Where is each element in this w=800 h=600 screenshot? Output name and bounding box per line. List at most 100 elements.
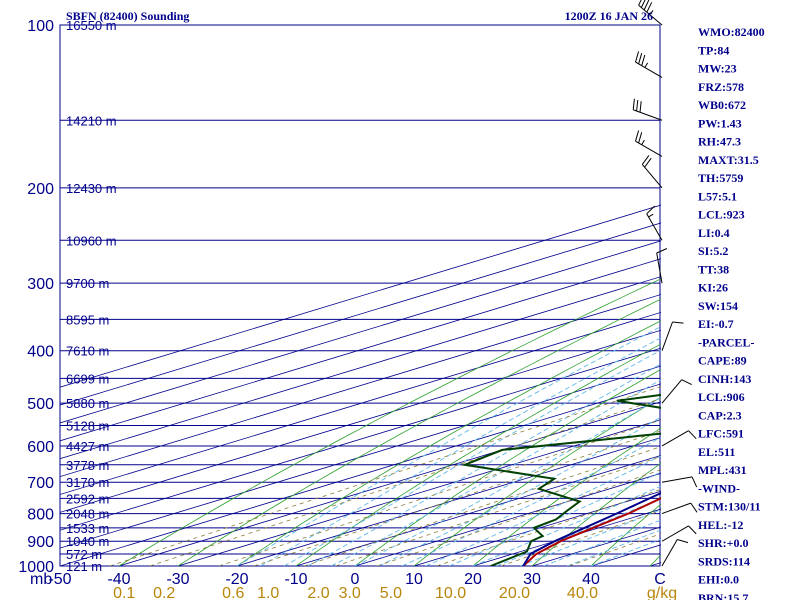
- index-value: EL:511: [698, 445, 735, 459]
- height-label: 2048 m: [66, 507, 109, 522]
- dry-adiabat: [531, 462, 661, 566]
- isotherm-line: [60, 258, 661, 442]
- moist-adiabat: [425, 455, 661, 566]
- height-label: 572 m: [66, 547, 102, 562]
- index-value: EHI:0.0: [698, 573, 739, 587]
- temperature-tick-label: -20: [225, 571, 248, 588]
- moist-adiabat: [543, 519, 661, 566]
- dewpoint-point: [533, 527, 535, 529]
- wind-barb-half: [641, 139, 645, 146]
- wind-barb-flag: [688, 525, 697, 535]
- dewpoint-point: [490, 565, 492, 566]
- moist-adiabat: [260, 337, 661, 566]
- dewpoint-point: [553, 478, 555, 480]
- pressure-tick-label: 100: [27, 18, 54, 35]
- wind-barb-shaft: [656, 252, 663, 284]
- mixing-ratio-label: 0.6: [222, 585, 244, 600]
- index-value: -PARCEL-: [698, 335, 754, 349]
- pressure-tick-label: 800: [27, 507, 54, 524]
- indices-panel: WMO:82400 TP:84 MW:23 FRZ:578 WB0:672 PW:1.43…: [698, 25, 765, 600]
- plot-frame: [59, 24, 661, 567]
- moist-adiabat: [283, 349, 661, 566]
- temperature-point: [592, 527, 594, 529]
- mixing-ratio-label: 20.0: [499, 585, 530, 600]
- index-value: MW:23: [698, 62, 737, 76]
- moist-adiabat: [378, 416, 661, 566]
- pressure-tick-label: 400: [27, 344, 54, 361]
- height-label: 3778 m: [66, 458, 109, 473]
- dewpoint-point: [792, 338, 793, 339]
- mixing-ratio-label: 1.0: [257, 585, 279, 600]
- dewpoint-point: [501, 449, 503, 451]
- temperature-unit-label: C: [654, 571, 666, 588]
- temperature-point: [660, 497, 661, 499]
- index-value: SI:5.2: [698, 244, 728, 258]
- dry-adiabat: [236, 320, 661, 566]
- index-value: LFC:591: [698, 427, 744, 441]
- isotherm-line: [60, 294, 661, 478]
- dewpoint-point: [566, 510, 568, 512]
- wind-barb: [638, 0, 663, 26]
- wind-barb-flag: [635, 51, 640, 63]
- isotherm-line: [60, 311, 661, 495]
- wind-barb-flag: [640, 0, 646, 8]
- height-label: 4427 m: [66, 439, 109, 454]
- index-value: CAPE:89: [698, 354, 747, 368]
- index-value: HEL:-12: [698, 518, 743, 532]
- wind-barb-shaft: [661, 430, 689, 447]
- mixing-ratio-label: 10.0: [435, 585, 466, 600]
- height-label: 2592 m: [66, 491, 109, 506]
- mixing-ratio-unit: g/kg: [647, 585, 677, 600]
- index-value: -WIND-: [698, 481, 740, 495]
- dry-adiabat: [118, 278, 661, 566]
- height-label: 8595 m: [66, 312, 109, 327]
- parcel-point: [684, 482, 685, 483]
- wind-barb-shaft: [635, 61, 663, 78]
- wind-barb-flag: [691, 476, 698, 488]
- wind-barb: [632, 98, 663, 121]
- mixing-ratio-label: 0.2: [153, 585, 175, 600]
- wind-barbs: [632, 0, 698, 567]
- mixing-ratio-line: [253, 430, 661, 566]
- height-label: 16550 m: [66, 18, 117, 33]
- dewpoint-point: [538, 488, 540, 490]
- wind-barb-shaft: [646, 213, 663, 241]
- index-value: CINH:143: [698, 372, 751, 386]
- wind-barb: [661, 379, 692, 404]
- height-label: 7610 m: [66, 344, 109, 359]
- height-label: 6699 m: [66, 371, 109, 386]
- dry-adiabat: [590, 503, 661, 566]
- moist-adiabat: [307, 363, 661, 566]
- isotherm-line: [60, 204, 661, 388]
- height-label: 3170 m: [66, 475, 109, 490]
- wind-barb-flag: [638, 132, 643, 144]
- wind-barb-flag: [688, 430, 697, 440]
- parcel-point: [615, 513, 618, 515]
- wind-barb-half: [648, 213, 654, 218]
- wind-barb-shaft: [661, 502, 691, 515]
- index-value: RH:47.3: [698, 135, 741, 149]
- mixing-ratio-label: 0.1: [113, 585, 135, 600]
- temperature-tick-label: 20: [464, 571, 482, 588]
- height-label: 14210 m: [66, 113, 117, 128]
- wind-barb-flag: [635, 130, 640, 142]
- mixing-ratio-label: 40.0: [567, 585, 598, 600]
- index-value: TH:5759: [698, 171, 743, 185]
- dry-adiabat: [354, 368, 661, 566]
- temperature-tick-label: 10: [405, 571, 423, 588]
- index-value: PW:1.43: [698, 116, 742, 130]
- wind-barb: [661, 476, 698, 488]
- dewpoint-point: [464, 464, 466, 466]
- index-value: SRDS:114: [698, 554, 750, 568]
- dry-adiabat: [295, 343, 661, 566]
- index-value: WB0:672: [698, 98, 746, 112]
- mixing-ratio-label: 2.0: [307, 585, 329, 600]
- wind-barb-shaft: [661, 539, 678, 567]
- temperature-tick-label: -10: [284, 571, 307, 588]
- pressure-tick-label: 300: [27, 276, 54, 293]
- wind-barb-flag: [677, 539, 689, 544]
- wind-barb: [635, 130, 663, 157]
- wind-barb-half: [644, 62, 649, 68]
- wind-barb-shaft: [635, 140, 663, 157]
